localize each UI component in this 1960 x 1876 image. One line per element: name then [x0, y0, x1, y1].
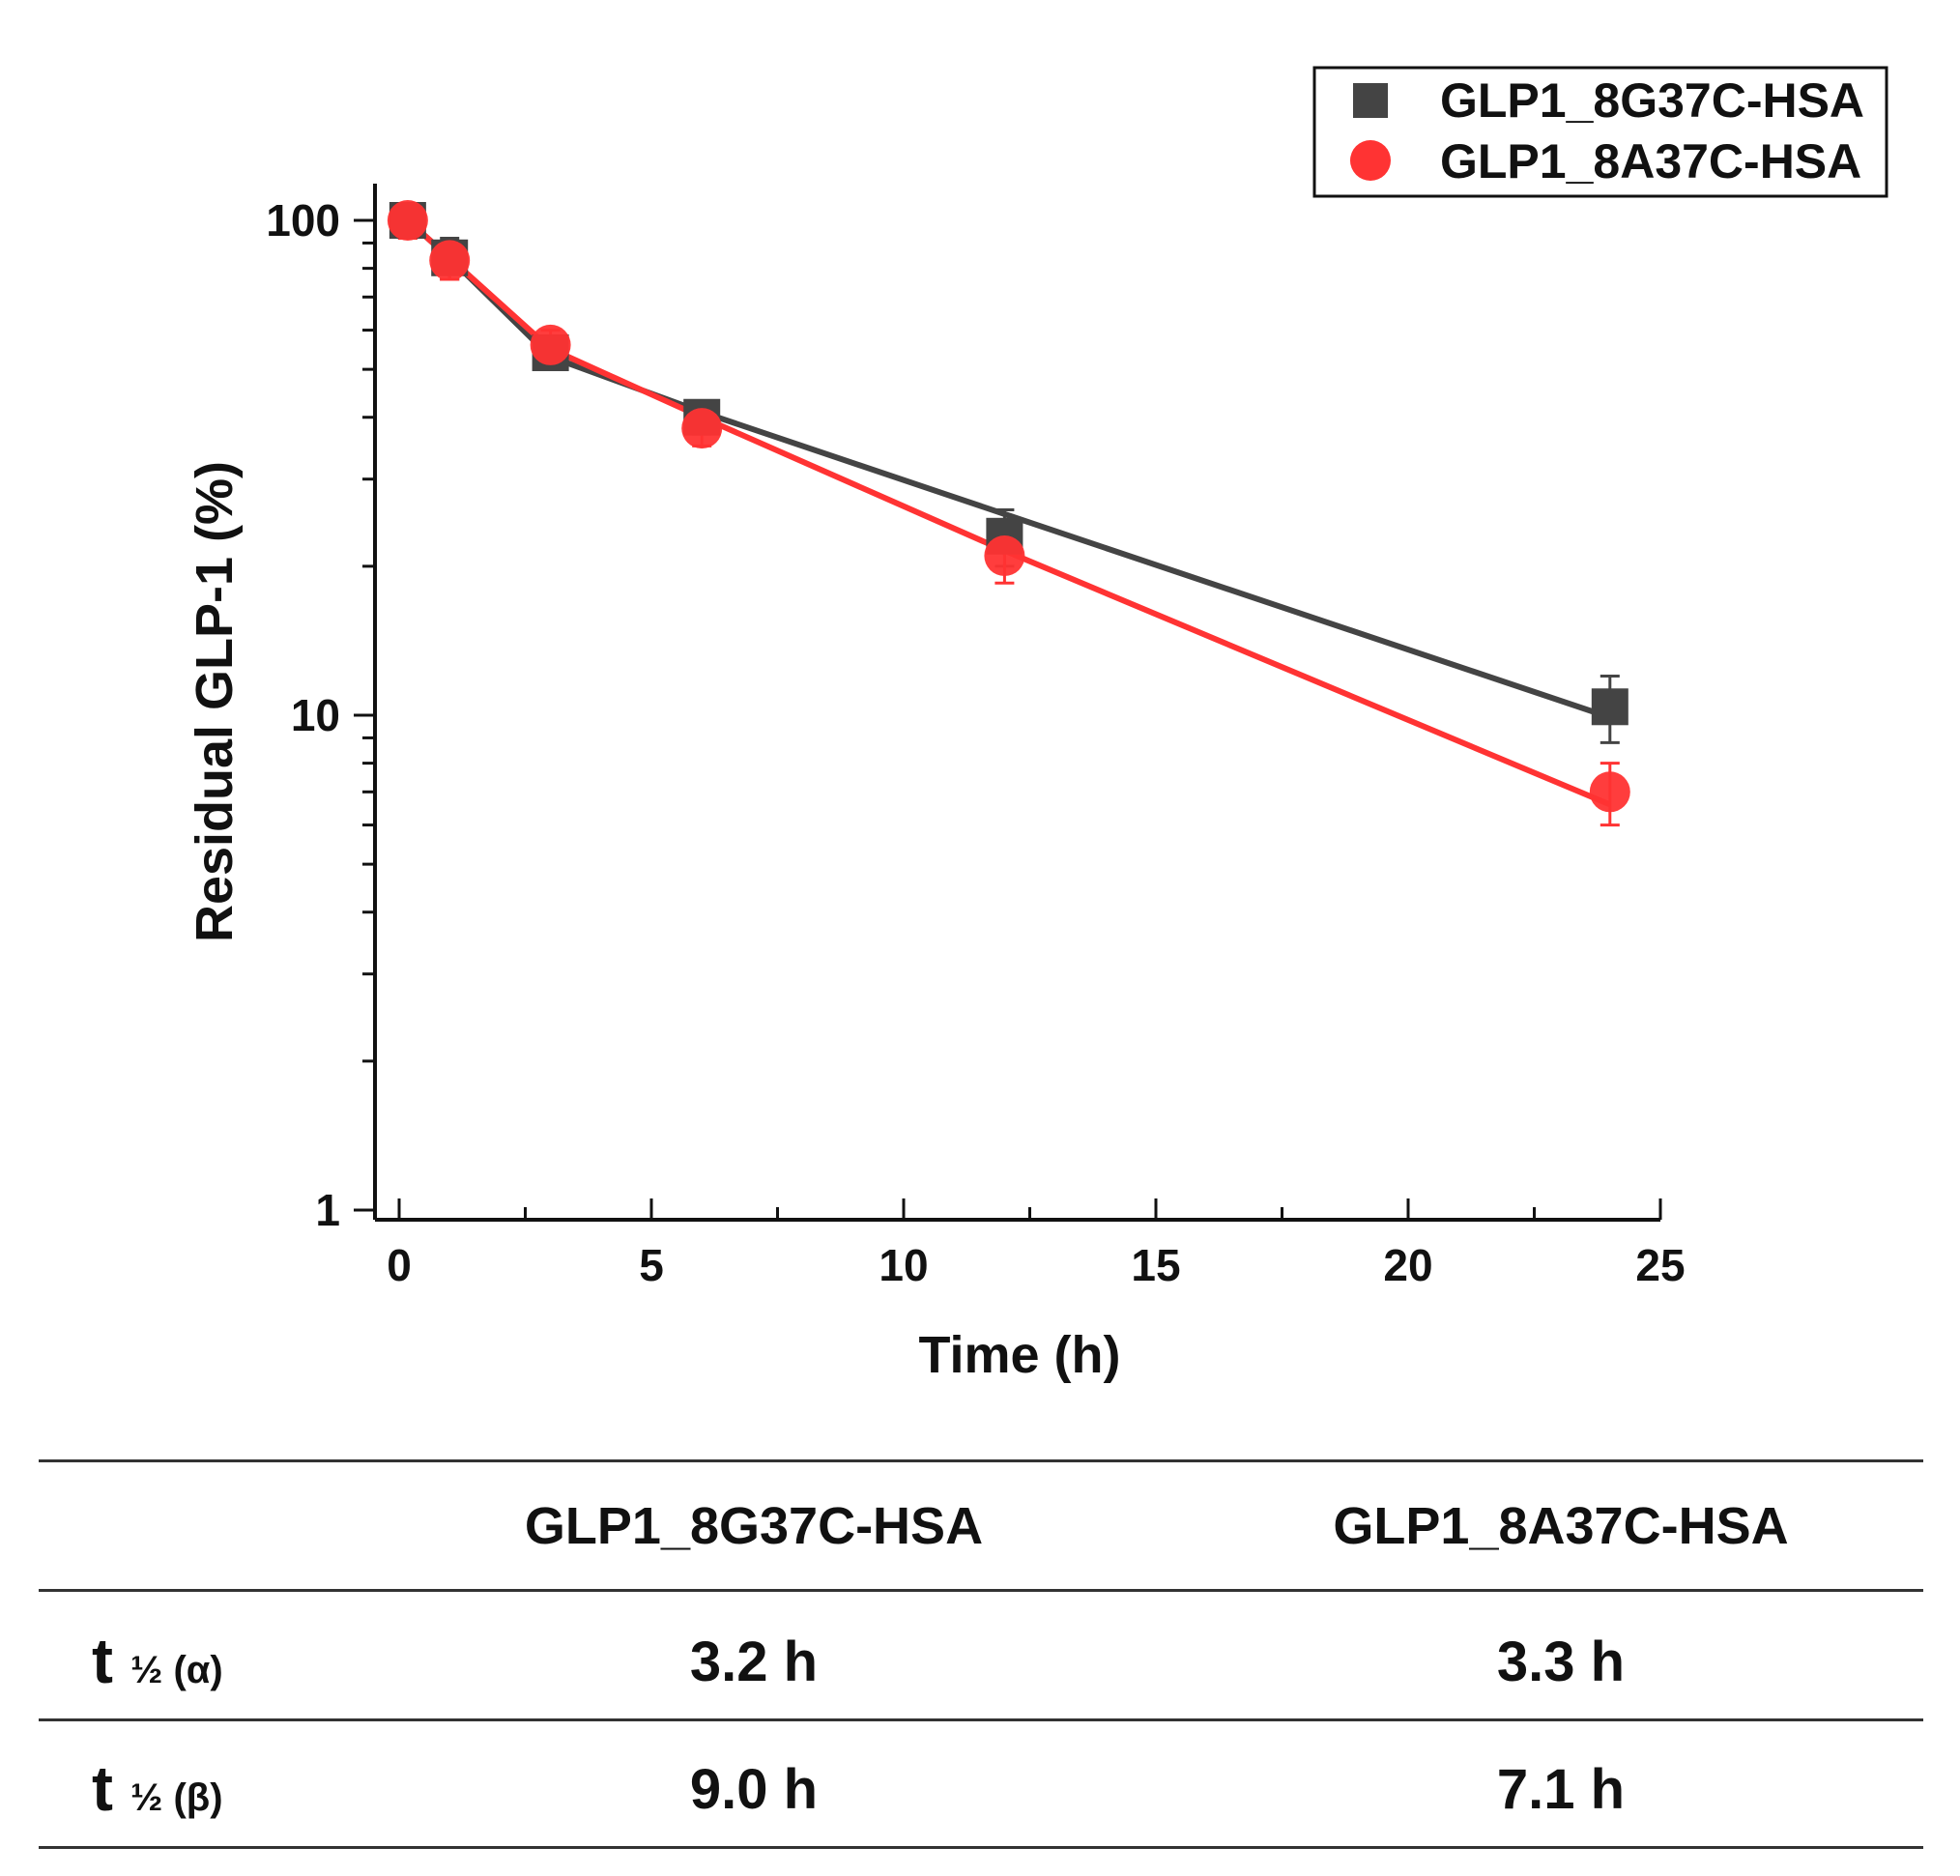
x-tick-label: 15 — [1131, 1240, 1180, 1290]
table-cell-alpha-col-2: 3.3 h — [1496, 1631, 1626, 1693]
table-rule-bottom — [39, 1846, 1923, 1849]
row-label-sub: ½ (α) — [130, 1649, 223, 1691]
y-tick-label: 10 — [291, 690, 340, 740]
table-rule-top — [39, 1459, 1923, 1462]
legend-box — [1312, 66, 1888, 198]
table-rule-mid — [39, 1718, 1923, 1721]
table-cell-beta-col-2: 7.1 h — [1496, 1758, 1626, 1821]
chart: 1 10 100 0 5 10 15 20 25 Time (h) Residual GLP-… — [186, 66, 1888, 1384]
row-label-main: t — [92, 1752, 113, 1824]
markers — [387, 200, 1630, 813]
table-header-col-2: GLP1_8A37C-HSA — [1333, 1497, 1789, 1555]
data-point-circle — [1589, 771, 1630, 813]
row-label-main: t — [92, 1625, 113, 1696]
legend: GLP1_8G37C-HSA GLP1_8A37C-HSA — [1312, 66, 1888, 198]
data-point-circle — [681, 408, 723, 449]
data-point-circle — [984, 535, 1025, 577]
row-label-sub: ½ (β) — [130, 1776, 223, 1819]
legend-marker-square — [1353, 83, 1388, 118]
y-axis-title: Residual GLP-1 (%) — [186, 461, 244, 942]
x-tick-label: 10 — [879, 1240, 928, 1290]
x-axis-title: Time (h) — [918, 1326, 1120, 1384]
x-tick-label: 5 — [639, 1240, 664, 1290]
table-row-label-beta: t ½ (β) — [92, 1751, 223, 1825]
x-tick-label: 25 — [1635, 1240, 1685, 1290]
table-cell-alpha-col-1: 3.2 h — [689, 1631, 819, 1693]
fit-lines — [405, 217, 1611, 808]
table-cell-beta-col-1: 9.0 h — [689, 1758, 819, 1821]
fit-line-series-2 — [405, 217, 1611, 808]
legend-label-series-2: GLP1_8A37C-HSA — [1440, 134, 1861, 188]
legend-label-series-1: GLP1_8G37C-HSA — [1440, 73, 1864, 128]
x-tick-label: 0 — [387, 1240, 412, 1290]
legend-marker-circle — [1350, 140, 1391, 181]
table-row-label-alpha: t ½ (α) — [92, 1624, 223, 1697]
data-point-circle — [429, 240, 471, 281]
fit-line-series-1 — [405, 217, 1611, 721]
y-ticks: 1 10 100 — [266, 195, 375, 1235]
data-point-circle — [530, 324, 571, 365]
table-header-col-1: GLP1_8G37C-HSA — [524, 1497, 984, 1555]
y-tick-label: 100 — [266, 195, 340, 245]
x-ticks: 0 5 10 15 20 25 — [387, 1198, 1686, 1290]
x-tick-label: 20 — [1383, 1240, 1432, 1290]
table-rule-header — [39, 1589, 1923, 1592]
data-point-circle — [387, 200, 428, 241]
data-point-square — [1591, 688, 1629, 726]
y-tick-label: 1 — [315, 1185, 340, 1235]
